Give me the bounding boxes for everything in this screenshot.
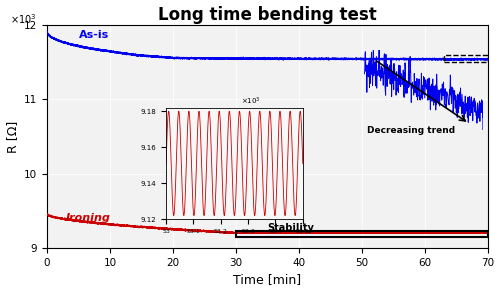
Text: As-is: As-is bbox=[78, 30, 109, 41]
Text: Decreasing trend: Decreasing trend bbox=[366, 126, 455, 135]
Title: Long time bending test: Long time bending test bbox=[158, 6, 377, 24]
Bar bbox=[236, 231, 488, 237]
Text: $\times10^3$: $\times10^3$ bbox=[10, 12, 36, 25]
X-axis label: Time [min]: Time [min] bbox=[234, 273, 302, 286]
Y-axis label: R [Ω]: R [Ω] bbox=[6, 121, 18, 153]
Bar bbox=[444, 55, 488, 62]
Text: Ironing: Ironing bbox=[66, 213, 111, 223]
Text: Stability: Stability bbox=[268, 223, 314, 232]
